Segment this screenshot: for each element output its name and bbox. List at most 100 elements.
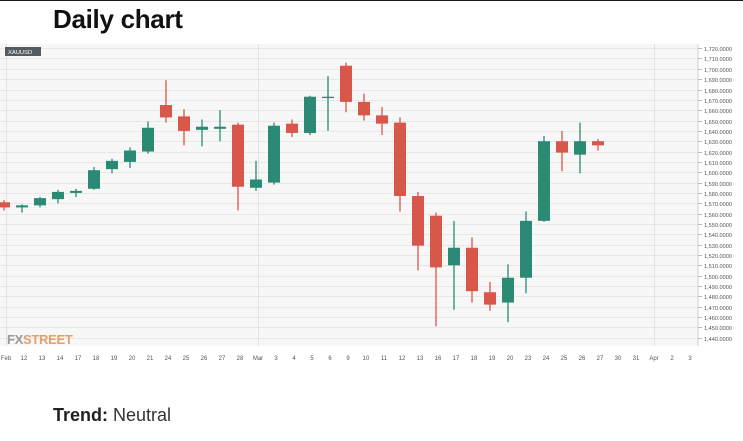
- candle-body: [574, 141, 586, 155]
- x-tick-label: 2: [670, 356, 674, 362]
- x-tick-label: 20: [129, 356, 136, 362]
- candle: [466, 237, 478, 303]
- candle-body: [106, 160, 118, 170]
- candles: [0, 62, 604, 327]
- candle-body: [88, 170, 100, 189]
- x-tick-label: 26: [579, 356, 586, 362]
- candle: [394, 117, 406, 212]
- x-axis-labels: Feb 12 13 14 17 18 19 20 21 24 25 26 27 28 Mar 3 4 5 6 9 10 1…: [1, 356, 693, 362]
- candle: [412, 191, 424, 271]
- candle: [250, 160, 262, 191]
- candle: [34, 197, 46, 208]
- y-tick-label: 1,450.0000: [704, 326, 732, 332]
- candle-body: [448, 247, 460, 266]
- x-tick-label: 14: [57, 356, 64, 362]
- watermark-street: STREET: [23, 332, 73, 347]
- x-tick-label: 13: [417, 356, 424, 362]
- x-tick-label: Mar: [253, 356, 263, 362]
- candle-body: [268, 125, 280, 183]
- page-title: Daily chart: [53, 4, 183, 34]
- x-tick-label: 19: [489, 356, 496, 362]
- candle: [592, 139, 604, 151]
- y-tick-label: 1,620.0000: [704, 151, 732, 157]
- candle: [358, 93, 370, 121]
- x-tick-label: 27: [597, 356, 604, 362]
- y-tick-label: 1,680.0000: [704, 89, 732, 95]
- x-tick-label: 9: [346, 356, 350, 362]
- candle-body: [394, 122, 406, 197]
- candle-body: [196, 126, 208, 130]
- x-tick-label: 19: [111, 356, 118, 362]
- y-tick-label: 1,710.0000: [704, 57, 732, 63]
- candle-body: [250, 179, 262, 188]
- y-tick-label: 1,670.0000: [704, 99, 732, 105]
- candle: [142, 121, 154, 154]
- candle: [304, 95, 316, 136]
- x-tick-label: 26: [201, 356, 208, 362]
- candle-body: [34, 198, 46, 206]
- y-tick-label: 1,630.0000: [704, 140, 732, 146]
- y-tick-label: 1,520.0000: [704, 254, 732, 260]
- y-tick-label: 1,600.0000: [704, 171, 732, 177]
- candle: [430, 212, 442, 327]
- candle-body: [340, 65, 352, 102]
- x-tick-label: 31: [633, 356, 640, 362]
- y-tick-label: 1,550.0000: [704, 223, 732, 229]
- x-tick-label: 20: [507, 356, 514, 362]
- y-tick-label: 1,610.0000: [704, 161, 732, 167]
- candle: [574, 122, 586, 174]
- y-tick-label: 1,500.0000: [704, 275, 732, 281]
- candle-body: [538, 141, 550, 221]
- x-tick-label: 4: [292, 356, 296, 362]
- y-tick-label: 1,440.0000: [704, 337, 732, 343]
- candle: [484, 281, 496, 311]
- x-tick-label: 30: [615, 356, 622, 362]
- candle-body: [412, 196, 424, 246]
- candle: [0, 200, 10, 211]
- x-gridlines: [6, 44, 655, 346]
- y-tick-label: 1,720.0000: [704, 47, 732, 53]
- candle-body: [376, 115, 388, 124]
- top-rule: [0, 0, 743, 1]
- candle: [232, 122, 244, 211]
- x-tick-label: 24: [165, 356, 172, 362]
- candle-body: [520, 220, 532, 278]
- trend-label: Trend:: [53, 405, 109, 425]
- x-tick-label: 21: [147, 356, 154, 362]
- candle: [88, 167, 100, 190]
- candle: [520, 211, 532, 294]
- candle: [322, 76, 334, 131]
- y-tick-label: 1,590.0000: [704, 182, 732, 188]
- y-tick-label: 1,690.0000: [704, 78, 732, 84]
- candle: [52, 189, 64, 204]
- candle: [160, 80, 172, 123]
- y-tick-label: 1,700.0000: [704, 68, 732, 74]
- x-tick-label: 16: [435, 356, 442, 362]
- candle: [340, 62, 352, 113]
- x-tick-label: 25: [561, 356, 568, 362]
- x-tick-label: 11: [381, 356, 388, 362]
- y-tick-label: 1,650.0000: [704, 120, 732, 126]
- y-tick-label: 1,640.0000: [704, 130, 732, 136]
- candle: [268, 122, 280, 185]
- y-tick-label: 1,490.0000: [704, 285, 732, 291]
- y-tick-label: 1,510.0000: [704, 264, 732, 270]
- x-tick-label: 12: [399, 356, 406, 362]
- candle-body: [214, 126, 226, 129]
- candle: [124, 147, 136, 169]
- y-tick-label: 1,470.0000: [704, 306, 732, 312]
- symbol-label: XAUUSD: [8, 50, 32, 56]
- x-tick-label: 13: [39, 356, 46, 362]
- x-tick-label: 12: [21, 356, 28, 362]
- x-tick-label: 10: [363, 356, 370, 362]
- x-tick-label: 17: [75, 356, 82, 362]
- candle-body: [286, 123, 298, 133]
- candle: [106, 158, 118, 174]
- x-tick-label: 24: [543, 356, 550, 362]
- x-tick-label: Feb: [1, 356, 12, 362]
- candle: [556, 130, 568, 172]
- x-tick-label: Apr: [649, 356, 658, 362]
- candle-body: [358, 101, 370, 116]
- candle-body: [304, 96, 316, 133]
- watermark-logo: FXSTREET: [7, 332, 73, 347]
